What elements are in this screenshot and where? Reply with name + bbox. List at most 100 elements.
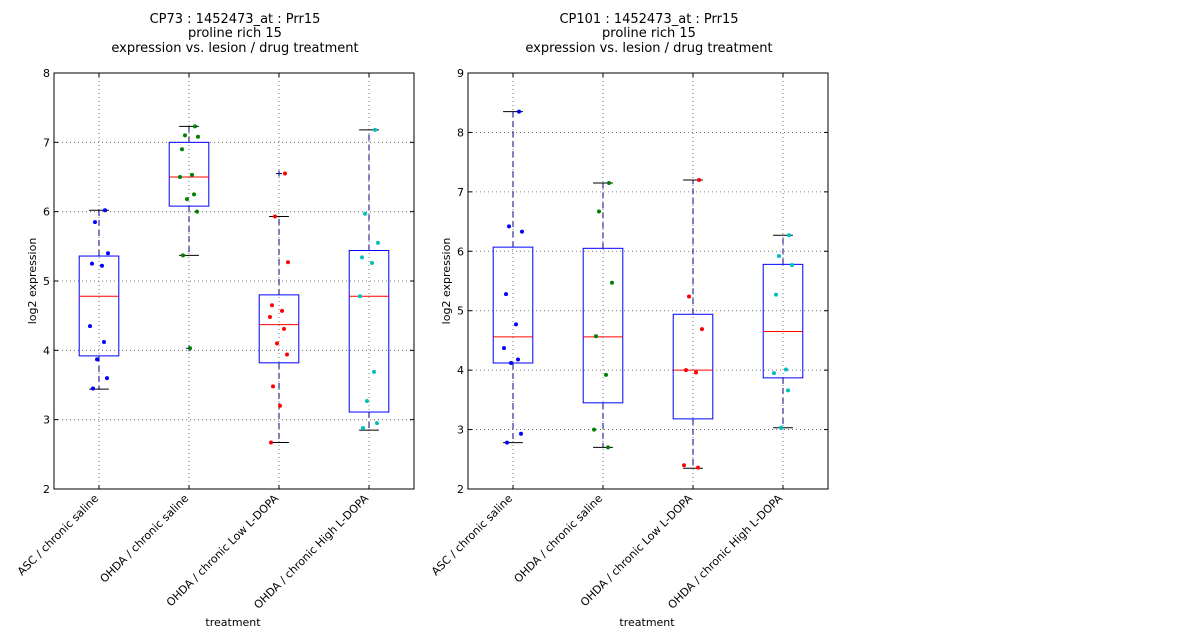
y-tick-label: 6 — [457, 245, 464, 258]
axes-frame — [467, 72, 829, 490]
chart-title-line-2: proline rich 15 — [188, 26, 282, 41]
data-point — [282, 326, 286, 331]
x-axis-label: treatment — [205, 616, 261, 629]
data-point — [777, 254, 781, 259]
data-point — [95, 357, 99, 362]
data-point — [507, 224, 511, 229]
data-point — [784, 367, 788, 372]
data-point — [286, 260, 290, 265]
y-axis-label: log2 expression — [440, 238, 453, 325]
data-point — [786, 388, 790, 393]
data-point — [196, 134, 200, 139]
data-point — [285, 352, 289, 357]
data-point — [185, 197, 189, 202]
data-point — [268, 315, 272, 320]
data-point — [375, 421, 379, 426]
data-point — [102, 340, 106, 345]
y-tick-label: 7 — [457, 186, 464, 199]
data-point — [696, 465, 700, 470]
data-point — [594, 334, 598, 339]
data-point — [181, 253, 185, 258]
data-point — [192, 192, 196, 197]
data-point — [358, 294, 362, 299]
y-tick-label: 5 — [457, 305, 464, 318]
data-point — [275, 341, 279, 346]
data-point — [360, 255, 364, 260]
y-tick-label: 2 — [43, 483, 50, 496]
data-point — [271, 384, 275, 389]
y-tick-label: 4 — [457, 364, 464, 377]
data-point — [607, 180, 611, 185]
data-point — [697, 177, 701, 182]
data-point — [361, 425, 365, 430]
data-point — [365, 398, 369, 403]
chart-title-line-3: expression vs. lesion / drug treatment — [525, 41, 772, 56]
data-point — [606, 445, 610, 450]
data-point — [373, 127, 377, 132]
data-point — [91, 386, 95, 391]
chart-right: CP101 : 1452473_at : Prr15 proline rich … — [429, 12, 829, 629]
chart-title-line-2: proline rich 15 — [602, 26, 696, 41]
data-point — [105, 376, 109, 381]
data-point — [604, 372, 608, 377]
data-point — [520, 229, 524, 234]
data-point — [269, 440, 273, 445]
data-point — [504, 292, 508, 297]
data-point — [502, 346, 506, 351]
data-point — [273, 214, 277, 219]
data-point — [372, 369, 376, 374]
data-point — [694, 370, 698, 375]
data-point — [519, 431, 523, 436]
y-tick-label: 5 — [43, 275, 50, 288]
data-point — [283, 171, 287, 176]
box-iqr — [258, 294, 300, 364]
y-tick-label: 3 — [43, 414, 50, 427]
data-point — [100, 263, 104, 268]
data-point — [592, 427, 596, 432]
data-point — [363, 211, 367, 216]
y-tick-label: 8 — [43, 67, 50, 80]
box-iqr — [582, 247, 624, 404]
data-point — [195, 209, 199, 214]
chart-left: CP73 : 1452473_at : Prr15 proline rich 1… — [15, 12, 415, 629]
data-point — [772, 371, 776, 376]
y-tick-label: 9 — [457, 67, 464, 80]
data-point — [103, 208, 107, 213]
data-point — [278, 403, 282, 408]
y-tick-label: 2 — [457, 483, 464, 496]
data-point — [88, 324, 92, 329]
data-point — [93, 220, 97, 225]
data-point — [517, 109, 521, 114]
box-iqr — [762, 263, 804, 379]
box-iqr — [78, 255, 120, 357]
chart-title-line-1: CP73 : 1452473_at : Prr15 — [150, 12, 321, 27]
data-point — [90, 261, 94, 266]
data-point — [188, 346, 192, 351]
data-point — [514, 322, 518, 327]
data-point — [376, 240, 380, 245]
data-point — [516, 357, 520, 362]
data-point — [787, 233, 791, 238]
data-point — [597, 209, 601, 214]
y-axis-label: log2 expression — [26, 238, 39, 325]
data-point — [610, 280, 614, 285]
data-point — [370, 260, 374, 265]
data-point — [700, 327, 704, 332]
x-category-label: OHDA / chronic saline — [512, 492, 606, 586]
y-tick-label: 8 — [457, 126, 464, 139]
x-category-label: ASC / chronic saline — [429, 492, 515, 578]
y-tick-label: 6 — [43, 206, 50, 219]
data-point — [193, 124, 197, 129]
box-iqr — [348, 249, 390, 413]
data-point — [687, 294, 691, 299]
data-point — [183, 133, 187, 138]
data-point — [106, 251, 110, 256]
data-point — [180, 147, 184, 152]
y-tick-label: 7 — [43, 136, 50, 149]
data-point — [190, 172, 194, 177]
chart-title-line-1: CP101 : 1452473_at : Prr15 — [559, 12, 738, 27]
data-point — [280, 308, 284, 313]
chart-title-line-3: expression vs. lesion / drug treatment — [111, 41, 358, 56]
